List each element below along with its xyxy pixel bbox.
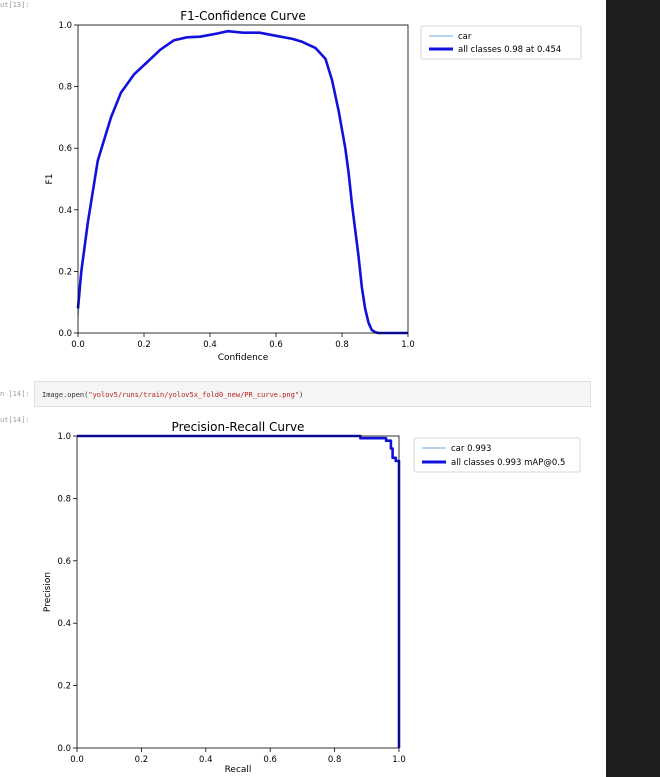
series-line-car [77, 435, 400, 748]
y-tick-label: 0.4 [57, 619, 71, 629]
plot-frame [76, 435, 400, 749]
y-tick-label: 0.8 [58, 83, 72, 93]
x-tick-label: 0.2 [135, 755, 149, 765]
series-lines [76, 29, 408, 335]
x-tick-label: 0.2 [137, 340, 151, 350]
y-tick-label: 0.2 [58, 267, 72, 277]
out-14-prompt: ut[14]: [0, 416, 30, 424]
code-suffix: ) [299, 391, 304, 399]
legend-box [420, 25, 582, 60]
precision-recall-chart: Precision-Recall Curve Recall Precision … [43, 420, 581, 775]
series-lines [77, 434, 401, 748]
f1-confidence-chart: F1-Confidence Curve Confidence F1 0.0 0.2… [45, 9, 582, 363]
legend: car all classes 0.98 at 0.454 [420, 25, 582, 60]
axis-ticks: 0.0 0.2 0.4 0.6 0.8 1.0 0.0 0.2 0.4 0.6 0.8 1.0 [58, 21, 414, 350]
x-tick-label: 0.0 [71, 340, 85, 350]
x-tick-label: 1.0 [401, 340, 415, 350]
y-tick-label: 0.6 [57, 557, 71, 567]
legend-box [413, 437, 581, 473]
chart-title: F1-Confidence Curve [180, 9, 306, 23]
legend: car 0.993 all classes 0.993 mAP@0.5 [413, 437, 581, 473]
y-tick-label: 0.0 [58, 329, 72, 339]
y-tick-label: 0.6 [58, 144, 72, 154]
y-tick-label: 0.2 [57, 682, 71, 692]
x-axis-label: Recall [225, 765, 252, 775]
code-prefix: Image.open( [42, 391, 89, 399]
legend-label-all-classes: all classes 0.98 at 0.454 [458, 45, 561, 55]
y-tick-label: 1.0 [57, 432, 71, 442]
legend-label-car: car [458, 32, 472, 42]
x-tick-label: 0.4 [203, 340, 217, 350]
plot-frame [77, 24, 409, 334]
y-tick-label: 0.0 [57, 744, 71, 754]
x-tick-label: 0.6 [269, 340, 283, 350]
in-14-prompt: n [14]: [0, 390, 30, 398]
chart-title: Precision-Recall Curve [172, 420, 305, 434]
x-tick-label: 0.8 [335, 340, 349, 350]
y-tick-label: 0.8 [57, 494, 71, 504]
y-axis-label: F1 [45, 174, 55, 185]
y-axis-label: Precision [43, 572, 53, 612]
series-line-all-classes [76, 29, 408, 335]
series-line-all-classes [77, 434, 401, 748]
x-axis-label: Confidence [218, 353, 269, 363]
y-tick-label: 1.0 [58, 21, 72, 31]
x-tick-label: 0.4 [199, 755, 213, 765]
code-cell-14[interactable]: Image.open("yolov5/runs/train/yolov5x_fo… [34, 381, 591, 407]
right-panel [606, 0, 660, 777]
x-tick-label: 0.6 [263, 755, 277, 765]
axis-ticks: 0.0 0.2 0.4 0.6 0.8 1.0 0.0 0.2 0.4 0.6 0.8 1.0 [57, 432, 405, 765]
y-tick-label: 0.4 [58, 206, 72, 216]
x-tick-label: 0.0 [70, 755, 84, 765]
x-tick-label: 0.8 [328, 755, 342, 765]
x-tick-label: 1.0 [392, 755, 406, 765]
code-path-string: "yolov5/runs/train/yolov5x_fold0_new/PR_… [88, 391, 300, 399]
legend-label-car: car 0.993 [451, 444, 491, 454]
out-13-prompt: ut[13]: [0, 1, 30, 9]
legend-label-all-classes: all classes 0.993 mAP@0.5 [451, 458, 565, 468]
